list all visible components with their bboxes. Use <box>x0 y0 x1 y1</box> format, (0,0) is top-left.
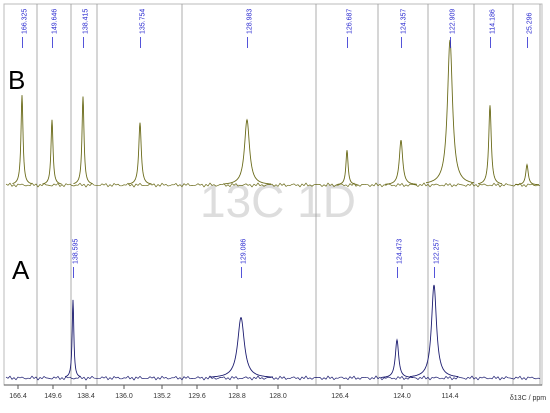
peak-label: 124.357 <box>400 9 407 34</box>
peak <box>42 119 62 185</box>
peak-label: 166.325 <box>21 9 28 34</box>
peak-label: 122.909 <box>449 9 456 34</box>
peak-label: 138.595 <box>72 239 79 264</box>
x-tick-label: 138.4 <box>77 393 95 400</box>
x-tick-label: 166.4 <box>9 393 27 400</box>
peak <box>381 338 413 378</box>
peak <box>477 105 503 185</box>
x-tick-label: 126.4 <box>331 393 349 400</box>
peak <box>385 139 417 185</box>
watermark: 13C 1D <box>200 175 356 227</box>
peak <box>409 284 459 378</box>
peak-label: 122.257 <box>433 239 440 264</box>
spectrum-name: B <box>8 65 25 95</box>
peak-label: 114.186 <box>489 9 496 34</box>
baseline <box>5 375 541 381</box>
x-tick-label: 149.6 <box>44 393 62 400</box>
x-tick-label: 128.0 <box>269 393 287 400</box>
x-tick-label: 128.8 <box>228 393 246 400</box>
peak-label: 138.415 <box>82 9 89 34</box>
x-tick-label: 129.6 <box>188 393 206 400</box>
peak <box>208 316 274 378</box>
peak <box>336 150 358 185</box>
peak-label: 126.687 <box>346 9 353 34</box>
baseline <box>5 182 541 188</box>
x-tick-label: 135.2 <box>153 393 171 400</box>
peak <box>223 118 271 185</box>
peak <box>425 39 475 184</box>
peak <box>73 96 93 185</box>
peak-label: 25.296 <box>526 12 533 34</box>
peak-label: 129.086 <box>240 239 247 264</box>
x-axis-label: δ13C / ppm <box>510 395 546 402</box>
peak <box>12 95 32 185</box>
peak <box>515 163 539 186</box>
peak <box>128 122 152 185</box>
x-tick-label: 114.4 <box>442 393 459 400</box>
x-tick-label: 124.0 <box>393 393 411 400</box>
x-tick-label: 136.0 <box>115 393 133 400</box>
peak <box>64 299 81 378</box>
peak-label: 124.473 <box>396 239 403 264</box>
peak-label: 135.754 <box>139 9 146 34</box>
peak-label: 149.646 <box>51 9 58 34</box>
peak-label: 128.983 <box>246 9 253 34</box>
spectrum-name: A <box>12 255 30 285</box>
